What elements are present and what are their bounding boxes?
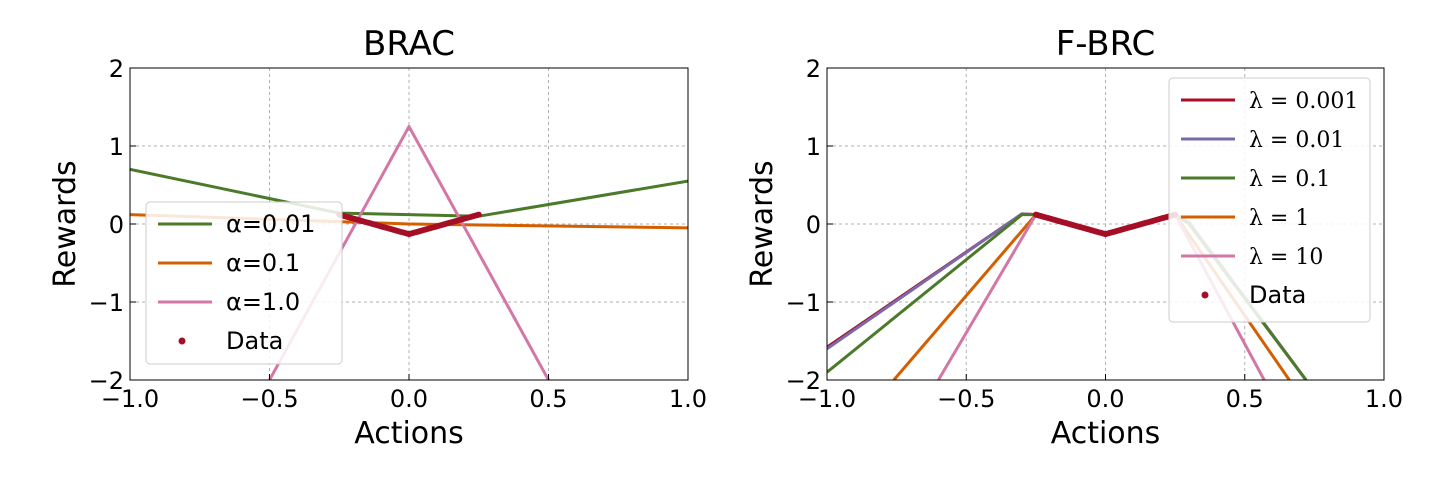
chart-0-series-line-0	[130, 167, 688, 218]
chart-1-legend-marker-data	[1201, 291, 1209, 299]
chart-1-xlabel: Actions	[1051, 416, 1161, 451]
chart-1-ytick-label-0: −2	[786, 367, 821, 395]
chart-0-ytick-label-4: 2	[109, 55, 124, 83]
chart-0-ytick-label-1: −1	[89, 289, 124, 317]
chart-1-ytick-label-2: 0	[806, 211, 821, 239]
chart-1-legend-label-0: λ = 0.001	[1249, 89, 1358, 114]
brac-panel: −1.0 −0.5 0.0 0.5 1.0 −2 −1 0 1 2 BRAC Actions Rewar…	[48, 24, 707, 451]
chart-1-legend-label-2: λ = 0.1	[1249, 167, 1330, 192]
chart-0-legend-label-2: α=1.0	[226, 288, 300, 316]
chart-0-xtick-label-2: 0.0	[390, 385, 428, 413]
chart-1-legend-label-4: λ = 10	[1249, 245, 1323, 270]
chart-1-legend: λ = 0.001 λ = 0.01 λ = 0.1 λ = 1 λ = 10 Data	[1168, 77, 1371, 323]
chart-1-ytick-label-1: −1	[786, 289, 821, 317]
chart-1-xtick-label-3: 0.5	[1226, 385, 1264, 413]
chart-0-xtick-label-0: −1.0	[101, 385, 159, 413]
chart-1-ytick-label-3: 1	[806, 133, 821, 161]
chart-0-xtick-label-3: 0.5	[529, 385, 567, 413]
chart-0-title: BRAC	[363, 24, 455, 64]
chart-0-ytick-label-2: 0	[109, 211, 124, 239]
chart-1-title: F-BRC	[1056, 24, 1156, 64]
chart-1-ylabel: Rewards	[745, 160, 780, 287]
chart-0-legend-label-1: α=0.1	[226, 249, 300, 277]
chart-0-legend-label-3: Data	[226, 327, 283, 355]
chart-0-legend-label-0: α=0.01	[226, 210, 315, 238]
chart-1-legend-label-5: Data	[1249, 281, 1306, 309]
chart-0-xtick-label-1: −0.5	[240, 385, 298, 413]
fbrc-panel: −1.0 −0.5 0.0 0.5 1.0 −2 −1 0 1 2 F-BRC Actions Rewa…	[745, 24, 1403, 451]
chart-0-xtick-label-4: 1.0	[669, 385, 707, 413]
chart-1-ytick-label-4: 2	[806, 55, 821, 83]
chart-0-legend-box	[145, 201, 343, 365]
chart-0-legend: α=0.01 α=0.1 α=1.0 Data	[145, 201, 343, 365]
chart-1-xtick-label-2: 0.0	[1086, 385, 1124, 413]
chart-1-xtick-label-4: 1.0	[1365, 385, 1403, 413]
chart-0-xlabel: Actions	[354, 416, 464, 451]
chart-1-legend-label-1: λ = 0.01	[1249, 128, 1344, 153]
chart-1-legend-label-3: λ = 1	[1249, 206, 1309, 231]
chart-0-ytick-label-3: 1	[109, 133, 124, 161]
chart-0-ytick-label-0: −2	[89, 367, 124, 395]
chart-0-legend-marker-data	[178, 337, 186, 345]
chart-1-xtick-label-0: −1.0	[798, 385, 856, 413]
chart-0-data-point	[475, 211, 482, 218]
chart-1-xtick-label-1: −0.5	[937, 385, 995, 413]
chart-0-ylabel: Rewards	[48, 160, 83, 287]
